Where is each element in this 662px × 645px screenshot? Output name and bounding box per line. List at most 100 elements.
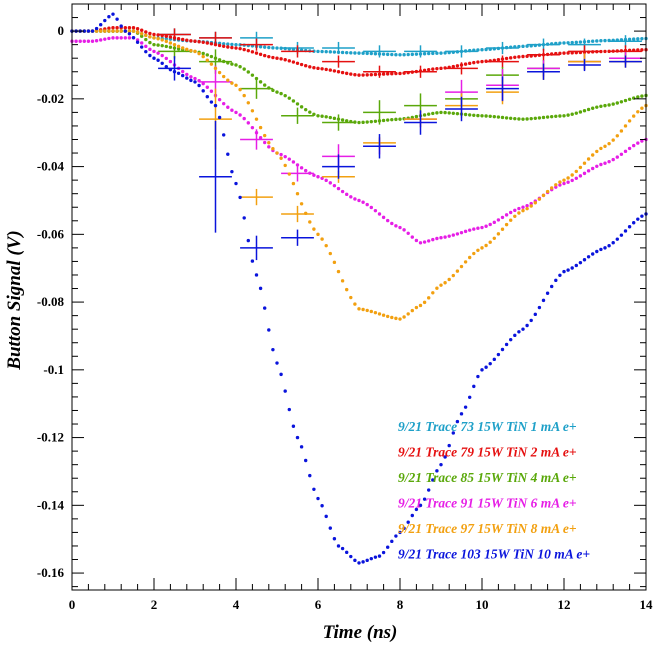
- trace-point: [299, 62, 304, 67]
- trace-point: [386, 52, 390, 57]
- y-tick-label: -0.12: [37, 430, 64, 445]
- trace-point: [267, 54, 271, 59]
- trace-point: [222, 42, 226, 46]
- trace-point: [238, 195, 242, 200]
- trace-point: [586, 169, 591, 173]
- trace-point: [242, 47, 246, 52]
- trace-point: [595, 39, 599, 43]
- trace-point: [250, 73, 255, 77]
- trace-point: [427, 67, 431, 72]
- trace-point: [554, 183, 558, 187]
- trace-point: [406, 231, 410, 235]
- trace-point: [156, 51, 160, 55]
- trace-point: [562, 181, 566, 186]
- trace-point: [316, 496, 320, 501]
- trace-point: [369, 51, 373, 56]
- trace-point: [484, 243, 488, 248]
- trace-point: [451, 233, 455, 237]
- trace-point: [545, 115, 550, 119]
- trace-point: [115, 29, 119, 33]
- trace-point: [267, 328, 271, 332]
- trace-point: [250, 125, 255, 130]
- trace-point: [574, 169, 578, 174]
- trace-point: [271, 46, 275, 50]
- trace-point: [591, 153, 595, 157]
- trace-point: [246, 121, 250, 125]
- trace-point: [205, 95, 209, 99]
- trace-point: [357, 73, 361, 77]
- trace-point: [263, 140, 267, 145]
- trace-point: [127, 26, 132, 30]
- trace-point: [468, 61, 472, 66]
- trace-point: [201, 51, 205, 56]
- trace-point: [443, 235, 447, 239]
- trace-point: [353, 72, 357, 77]
- trace-point: [443, 455, 447, 459]
- trace-point: [152, 56, 156, 60]
- trace-point: [521, 205, 525, 209]
- trace-point: [513, 208, 517, 213]
- trace-point: [197, 51, 201, 56]
- x-tick-label: 12: [558, 597, 571, 612]
- trace-point: [86, 29, 91, 33]
- trace-point: [447, 234, 451, 238]
- trace-point: [123, 26, 128, 30]
- trace-point: [570, 40, 574, 45]
- trace-point: [328, 181, 332, 185]
- trace-point: [353, 51, 357, 55]
- trace-point: [369, 119, 373, 124]
- trace-point: [496, 218, 501, 222]
- trace-point: [299, 105, 304, 109]
- trace-point: [566, 268, 570, 272]
- trace-point: [320, 237, 324, 241]
- trace-point: [521, 44, 525, 49]
- trace-point: [361, 200, 365, 204]
- trace-point: [627, 146, 632, 151]
- trace-point: [615, 134, 619, 138]
- trace-point: [242, 93, 246, 98]
- trace-point: [226, 42, 230, 46]
- trace-point: [201, 89, 205, 93]
- trace-point: [402, 315, 406, 319]
- trace-point: [533, 312, 537, 317]
- trace-point: [234, 46, 238, 50]
- trace-point: [496, 115, 501, 119]
- trace-point: [230, 108, 234, 112]
- trace-point: [283, 389, 287, 393]
- trace-point: [267, 145, 271, 149]
- trace-point: [160, 53, 164, 58]
- trace-point: [611, 241, 615, 245]
- trace-point: [234, 63, 238, 67]
- trace-point: [390, 221, 394, 226]
- trace-point: [242, 116, 246, 121]
- trace-point: [357, 198, 361, 203]
- trace-point: [299, 166, 304, 170]
- trace-point: [291, 60, 296, 64]
- trace-point: [295, 61, 300, 65]
- trace-point: [287, 407, 291, 412]
- trace-point: [414, 114, 419, 119]
- series-6: [70, 12, 648, 565]
- trace-point: [496, 232, 501, 236]
- trace-point: [402, 228, 406, 232]
- trace-point: [640, 36, 644, 41]
- trace-point: [99, 23, 103, 27]
- trace-point: [230, 42, 234, 47]
- trace-point: [283, 93, 287, 98]
- trace-point: [582, 161, 587, 165]
- trace-point: [414, 238, 419, 243]
- trace-point: [632, 221, 636, 225]
- trace-point: [607, 103, 611, 107]
- trace-point: [422, 240, 427, 244]
- trace-point: [615, 155, 619, 159]
- trace-point: [340, 70, 345, 75]
- trace-point: [304, 64, 308, 68]
- trace-point: [439, 66, 443, 71]
- trace-point: [558, 183, 562, 187]
- trace-point: [427, 112, 431, 116]
- trace-point: [304, 168, 308, 173]
- trace-point: [111, 12, 115, 16]
- trace-point: [107, 26, 111, 30]
- trace-point: [377, 554, 382, 558]
- trace-point: [459, 264, 464, 269]
